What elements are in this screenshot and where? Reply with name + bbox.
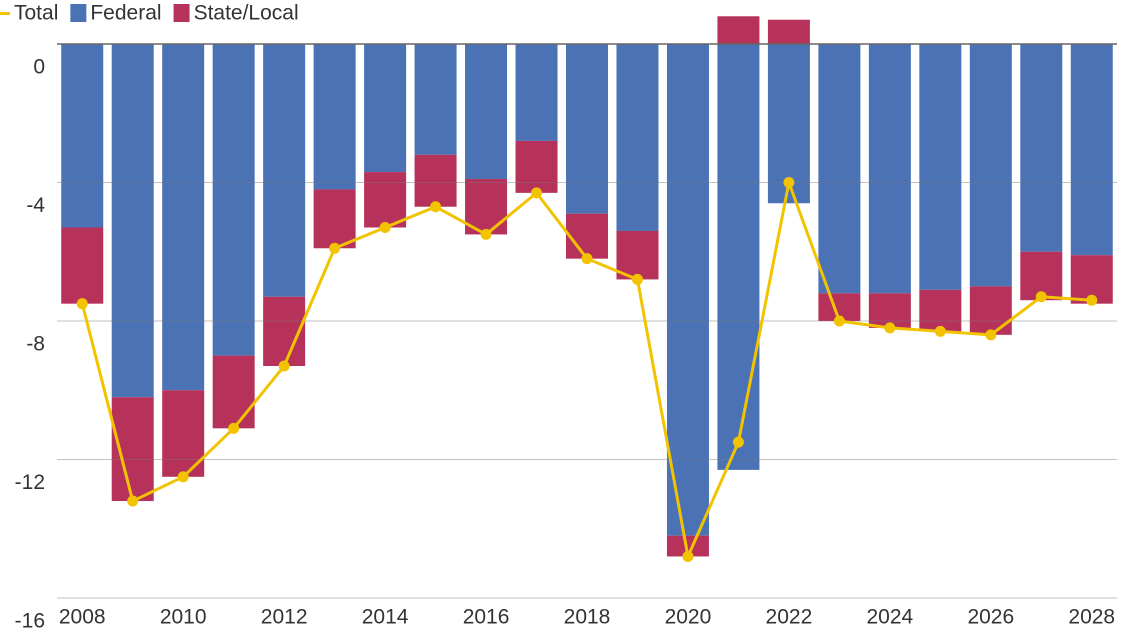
bar bbox=[868, 293, 911, 328]
legend-label: Federal bbox=[90, 2, 161, 25]
x-tick-label: 2026 bbox=[967, 606, 1014, 629]
bar bbox=[767, 19, 810, 44]
y-tick-label: -4 bbox=[26, 194, 45, 217]
bar bbox=[666, 43, 709, 536]
total-point bbox=[631, 273, 643, 285]
total-point bbox=[783, 176, 795, 188]
total-point bbox=[430, 201, 442, 213]
bar bbox=[414, 43, 457, 155]
bar bbox=[111, 43, 154, 398]
y-tick-label: 0 bbox=[33, 56, 45, 79]
legend-label: State/Local bbox=[194, 2, 299, 25]
x-tick-label: 2008 bbox=[59, 606, 106, 629]
x-tick-label: 2010 bbox=[160, 606, 207, 629]
bar bbox=[616, 230, 659, 280]
x-tick-label: 2014 bbox=[362, 606, 409, 629]
y-tick-label: -8 bbox=[26, 333, 45, 356]
bar bbox=[717, 16, 760, 44]
x-tick-label: 2016 bbox=[463, 606, 510, 629]
bar bbox=[515, 140, 558, 193]
x-tick-label: 2024 bbox=[866, 606, 913, 629]
total-point bbox=[76, 298, 88, 310]
bar bbox=[717, 43, 760, 470]
x-tick-label: 2012 bbox=[261, 606, 308, 629]
total-point bbox=[480, 228, 492, 240]
bar bbox=[263, 43, 306, 297]
x-tick-label: 2018 bbox=[564, 606, 611, 629]
total-point bbox=[127, 495, 139, 507]
legend-label: Total bbox=[14, 2, 58, 25]
bar bbox=[919, 289, 962, 332]
total-point bbox=[884, 322, 896, 334]
total-point bbox=[379, 221, 391, 233]
bar bbox=[414, 154, 457, 207]
total-point bbox=[531, 187, 543, 199]
bar bbox=[212, 355, 255, 429]
total-point bbox=[329, 242, 341, 254]
bar bbox=[566, 43, 608, 214]
total-point bbox=[934, 325, 946, 337]
bar bbox=[364, 43, 407, 173]
legend-swatch bbox=[70, 4, 87, 22]
bar bbox=[969, 43, 1012, 287]
bar bbox=[515, 43, 558, 141]
bar bbox=[616, 43, 659, 231]
bar bbox=[212, 43, 255, 356]
x-tick-label: 2022 bbox=[766, 606, 813, 629]
bar bbox=[1020, 43, 1063, 252]
total-point bbox=[833, 315, 845, 327]
x-tick-label: 2028 bbox=[1068, 606, 1115, 629]
bar bbox=[666, 535, 709, 557]
bar bbox=[818, 43, 861, 294]
bar bbox=[868, 43, 911, 294]
y-tick-label: -16 bbox=[15, 610, 45, 633]
y-tick-label: -12 bbox=[15, 471, 45, 494]
total-point bbox=[1035, 291, 1047, 303]
bar bbox=[313, 43, 356, 190]
total-point bbox=[177, 471, 189, 483]
bar bbox=[767, 43, 810, 204]
bar bbox=[313, 189, 356, 249]
total-point bbox=[1086, 294, 1098, 306]
bar bbox=[919, 43, 962, 290]
x-tick-label: 2020 bbox=[665, 606, 712, 629]
total-point bbox=[682, 550, 694, 562]
legend-swatch bbox=[0, 12, 10, 15]
total-point bbox=[732, 436, 744, 448]
bar bbox=[465, 43, 508, 180]
bar bbox=[566, 213, 608, 259]
bar bbox=[969, 286, 1012, 335]
bar bbox=[61, 227, 104, 304]
total-point bbox=[228, 422, 240, 434]
total-point bbox=[278, 360, 290, 372]
total-point bbox=[581, 253, 593, 265]
bar bbox=[61, 43, 104, 228]
bar bbox=[162, 43, 205, 391]
legend-swatch bbox=[173, 4, 190, 22]
bar bbox=[364, 172, 407, 228]
bar bbox=[1070, 43, 1113, 256]
total-point bbox=[985, 329, 997, 341]
